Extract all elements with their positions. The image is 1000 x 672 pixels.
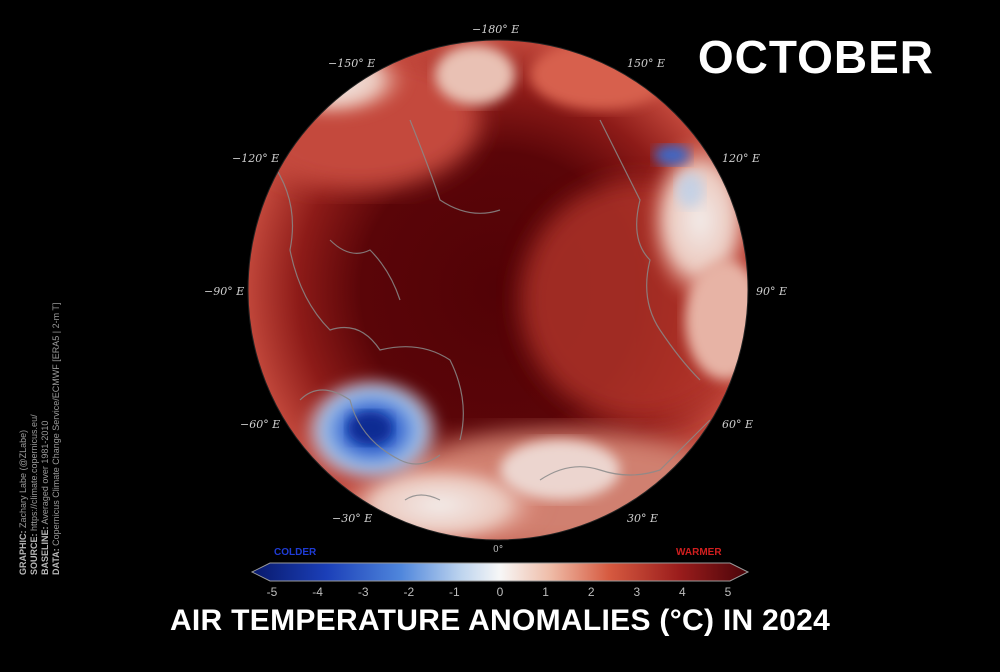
credits-block: GRAPHIC: Zachary Labe (@ZLabe) SOURCE: h… [18, 303, 62, 575]
lon-label-30e: 30° E [627, 512, 659, 525]
lon-label-30w: −30° E [332, 512, 373, 525]
colorbar-tick-6: 1 [542, 585, 549, 599]
map-fill [248, 40, 748, 540]
lon-label-180: −180° E [472, 23, 520, 36]
credit-data: DATA: Copernicus Climate Change Service/… [51, 302, 61, 575]
lon-label-60e: 60° E [722, 418, 754, 431]
lon-label-150w: −150° E [328, 57, 376, 70]
lon-label-120w: −120° E [232, 152, 280, 165]
lon-label-150e: 150° E [627, 57, 666, 70]
colorbar-tick-8: 3 [633, 585, 641, 599]
colorbar-tick-0: -5 [266, 585, 278, 599]
month-title: OCTOBER [697, 31, 934, 83]
lon-label-90e: 90° E [756, 285, 788, 298]
colorbar [250, 562, 750, 582]
credit-source: SOURCE: https://climate.copernicus.eu/ [29, 414, 39, 575]
colorbar-tick-4: -1 [449, 585, 460, 599]
lon-label-90w: −90° E [204, 285, 245, 298]
colorbar-tick-9: 4 [679, 585, 686, 599]
colorbar-tick-10: 5 [724, 585, 732, 599]
lon-label-0: 0° [493, 545, 504, 555]
colorbar-tick-1: -4 [312, 585, 323, 599]
credit-baseline: BASELINE: Averaged over 1981-2010 [40, 420, 50, 575]
warmer-label: WARMER [676, 547, 722, 558]
lon-label-120e: 120° E [722, 152, 761, 165]
colorbar-tick-2: -3 [357, 585, 369, 599]
colorbar-tick-7: 2 [587, 585, 595, 599]
colorbar-tick-5: 0 [496, 585, 504, 599]
colorbar-tick-3: -2 [403, 585, 415, 599]
chart-title: AIR TEMPERATURE ANOMALIES (°C) IN 2024 [169, 604, 831, 637]
colder-label: COLDER [274, 547, 317, 558]
lon-label-60w: −60° E [240, 418, 281, 431]
credit-graphic: GRAPHIC: Zachary Labe (@ZLabe) [18, 429, 28, 575]
